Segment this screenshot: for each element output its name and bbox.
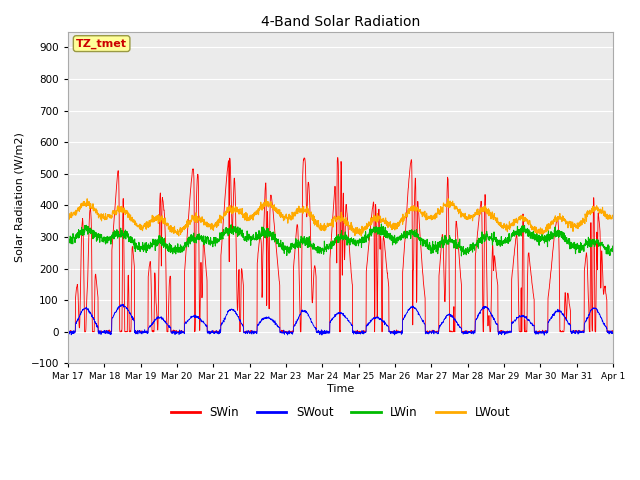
Y-axis label: Solar Radiation (W/m2): Solar Radiation (W/m2) bbox=[15, 132, 25, 263]
SWout bbox=[540, 332, 548, 338]
Line: LWout: LWout bbox=[68, 199, 613, 236]
LWin bbox=[561, 233, 569, 239]
LWout bbox=[357, 233, 365, 239]
LWout bbox=[577, 218, 584, 224]
LWout bbox=[64, 215, 72, 220]
SWin bbox=[334, 155, 342, 160]
SWout bbox=[609, 328, 617, 334]
SWout bbox=[499, 330, 507, 336]
SWin bbox=[356, 329, 364, 335]
SWin bbox=[561, 293, 569, 299]
SWin bbox=[368, 208, 376, 214]
Line: SWin: SWin bbox=[68, 157, 613, 332]
LWout bbox=[609, 213, 617, 218]
X-axis label: Time: Time bbox=[327, 384, 354, 394]
SWout bbox=[368, 316, 376, 322]
SWout bbox=[64, 330, 72, 336]
LWin bbox=[609, 244, 617, 250]
SWout bbox=[120, 301, 127, 307]
SWout bbox=[577, 329, 584, 335]
LWout bbox=[368, 219, 376, 225]
LWin bbox=[499, 240, 507, 246]
LWout bbox=[216, 212, 224, 218]
LWin bbox=[577, 250, 584, 255]
LWin bbox=[368, 231, 376, 237]
Legend: SWin, SWout, LWin, LWout: SWin, SWout, LWin, LWout bbox=[166, 401, 515, 424]
LWin bbox=[458, 253, 465, 259]
Title: 4-Band Solar Radiation: 4-Band Solar Radiation bbox=[260, 15, 420, 29]
LWin bbox=[64, 243, 72, 249]
Line: LWin: LWin bbox=[68, 224, 613, 256]
SWin bbox=[576, 329, 584, 335]
LWin bbox=[378, 221, 385, 227]
SWin bbox=[216, 329, 224, 335]
Line: SWout: SWout bbox=[68, 304, 613, 335]
LWout bbox=[444, 196, 452, 202]
SWin bbox=[499, 329, 507, 335]
LWin bbox=[216, 230, 224, 236]
SWin bbox=[609, 329, 617, 335]
LWout bbox=[561, 217, 569, 223]
LWout bbox=[356, 228, 364, 234]
LWout bbox=[499, 223, 507, 228]
SWout bbox=[356, 330, 364, 336]
SWout bbox=[561, 315, 569, 321]
SWin bbox=[64, 329, 72, 335]
Text: TZ_tmet: TZ_tmet bbox=[76, 38, 127, 49]
LWin bbox=[356, 238, 364, 244]
SWout bbox=[216, 330, 224, 336]
